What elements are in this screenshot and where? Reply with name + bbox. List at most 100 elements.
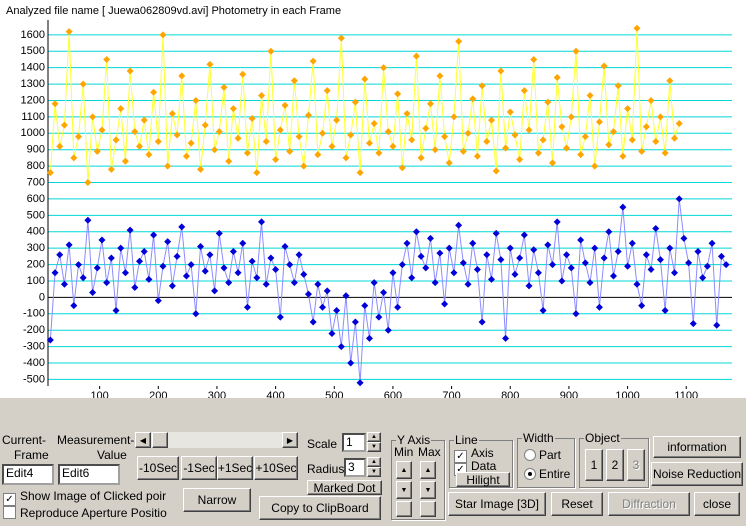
button[interactable]: Hilight xyxy=(456,472,510,487)
data-point xyxy=(84,216,92,224)
data-point xyxy=(394,90,402,98)
button[interactable]: 2 xyxy=(606,449,624,481)
data-point xyxy=(426,234,434,242)
data-point xyxy=(567,113,575,121)
data-point xyxy=(229,247,237,255)
data-point xyxy=(164,162,172,170)
data-point xyxy=(516,156,524,164)
y-tick-label: 1400 xyxy=(21,62,45,74)
data-point xyxy=(51,100,59,108)
button[interactable]: Star Image [3D] xyxy=(448,492,546,516)
data-point xyxy=(314,151,322,159)
data-point xyxy=(281,243,289,251)
data-point xyxy=(530,55,538,63)
data-point xyxy=(525,282,533,290)
data-point xyxy=(229,105,237,113)
button[interactable]: Narrow xyxy=(183,488,251,512)
data-point xyxy=(656,113,664,121)
button[interactable]: +10Sec xyxy=(254,456,298,480)
data-point xyxy=(136,257,144,265)
data-point xyxy=(661,307,669,315)
data-point xyxy=(487,116,495,124)
data-point xyxy=(624,105,632,113)
y-tick-label: 1600 xyxy=(21,29,45,41)
spin-up[interactable]: ▲ xyxy=(420,461,436,479)
data-point xyxy=(215,229,223,237)
data-point xyxy=(511,270,519,278)
spin-down[interactable]: ▼ xyxy=(367,467,381,477)
data-point xyxy=(206,251,214,259)
data-point xyxy=(426,100,434,108)
spin-up[interactable]: ▲ xyxy=(396,461,412,479)
data-point xyxy=(267,254,275,262)
data-point xyxy=(342,292,350,300)
data-point xyxy=(98,126,106,134)
data-point xyxy=(361,302,369,310)
data-point xyxy=(502,144,510,152)
data-point xyxy=(455,221,463,229)
spin-down[interactable]: ▼ xyxy=(420,481,436,499)
text-input[interactable]: 1 xyxy=(342,433,366,452)
button[interactable]: Noise Reduction xyxy=(651,462,743,486)
data-point xyxy=(408,136,416,144)
data-point xyxy=(539,307,547,315)
button[interactable]: information xyxy=(653,436,741,458)
data-point xyxy=(131,128,139,136)
checkbox[interactable]: Reproduce Aperture Positio xyxy=(3,506,167,520)
text-input[interactable]: 3 xyxy=(344,458,366,477)
data-point xyxy=(46,169,54,177)
data-point xyxy=(121,269,129,277)
spin-down[interactable]: ▼ xyxy=(396,481,412,499)
button[interactable]: 1 xyxy=(585,449,603,481)
button[interactable]: close xyxy=(694,492,740,516)
data-point xyxy=(51,269,59,277)
data-point xyxy=(65,241,73,249)
data-point xyxy=(150,88,158,96)
data-point xyxy=(70,154,78,162)
checkbox[interactable]: ✓ Show Image of Clicked poir xyxy=(3,489,166,506)
data-point xyxy=(516,254,524,262)
data-point xyxy=(286,261,294,269)
data-point xyxy=(699,274,707,282)
data-point xyxy=(398,261,406,269)
data-point xyxy=(577,151,585,159)
data-point xyxy=(633,280,641,288)
data-point xyxy=(117,244,125,252)
x-tick-label: 1100 xyxy=(674,390,698,398)
data-point xyxy=(201,267,209,275)
spin-down[interactable]: ▼ xyxy=(367,442,381,452)
data-point xyxy=(581,259,589,267)
button[interactable]: -10Sec xyxy=(137,456,179,480)
data-point xyxy=(370,279,378,287)
data-point xyxy=(722,261,730,269)
group-box: Line ✓ Axis ✓ Data Hilight xyxy=(449,433,513,488)
data-point xyxy=(112,136,120,144)
radio-label: Entire xyxy=(539,467,571,481)
button[interactable]: Reset xyxy=(551,492,603,516)
data-point xyxy=(638,147,646,155)
x-tick-label: 600 xyxy=(384,390,402,398)
data-point xyxy=(647,96,655,104)
text-input[interactable]: Edit4 xyxy=(2,464,54,485)
data-point xyxy=(187,261,195,269)
button[interactable]: Copy to ClipBoard xyxy=(259,496,381,520)
data-point xyxy=(525,126,533,134)
data-point xyxy=(168,282,176,290)
data-point xyxy=(431,146,439,154)
spin-up[interactable]: ▲ xyxy=(367,432,381,442)
button[interactable] xyxy=(420,501,436,517)
data-point xyxy=(234,269,242,277)
button[interactable]: -1Sec xyxy=(181,456,217,480)
spin-up[interactable]: ▲ xyxy=(367,457,381,467)
label: Frame xyxy=(14,448,49,462)
data-point xyxy=(159,31,167,39)
data-point xyxy=(356,379,364,387)
button[interactable]: Marked Dot xyxy=(307,480,382,495)
text-input[interactable]: Edit6 xyxy=(58,464,120,485)
data-point xyxy=(182,152,190,160)
button[interactable]: +1Sec xyxy=(217,456,253,480)
data-point xyxy=(624,262,632,270)
scrollbar[interactable]: ◀ ▶ xyxy=(135,432,298,448)
data-point xyxy=(253,274,261,282)
button[interactable] xyxy=(396,501,412,517)
